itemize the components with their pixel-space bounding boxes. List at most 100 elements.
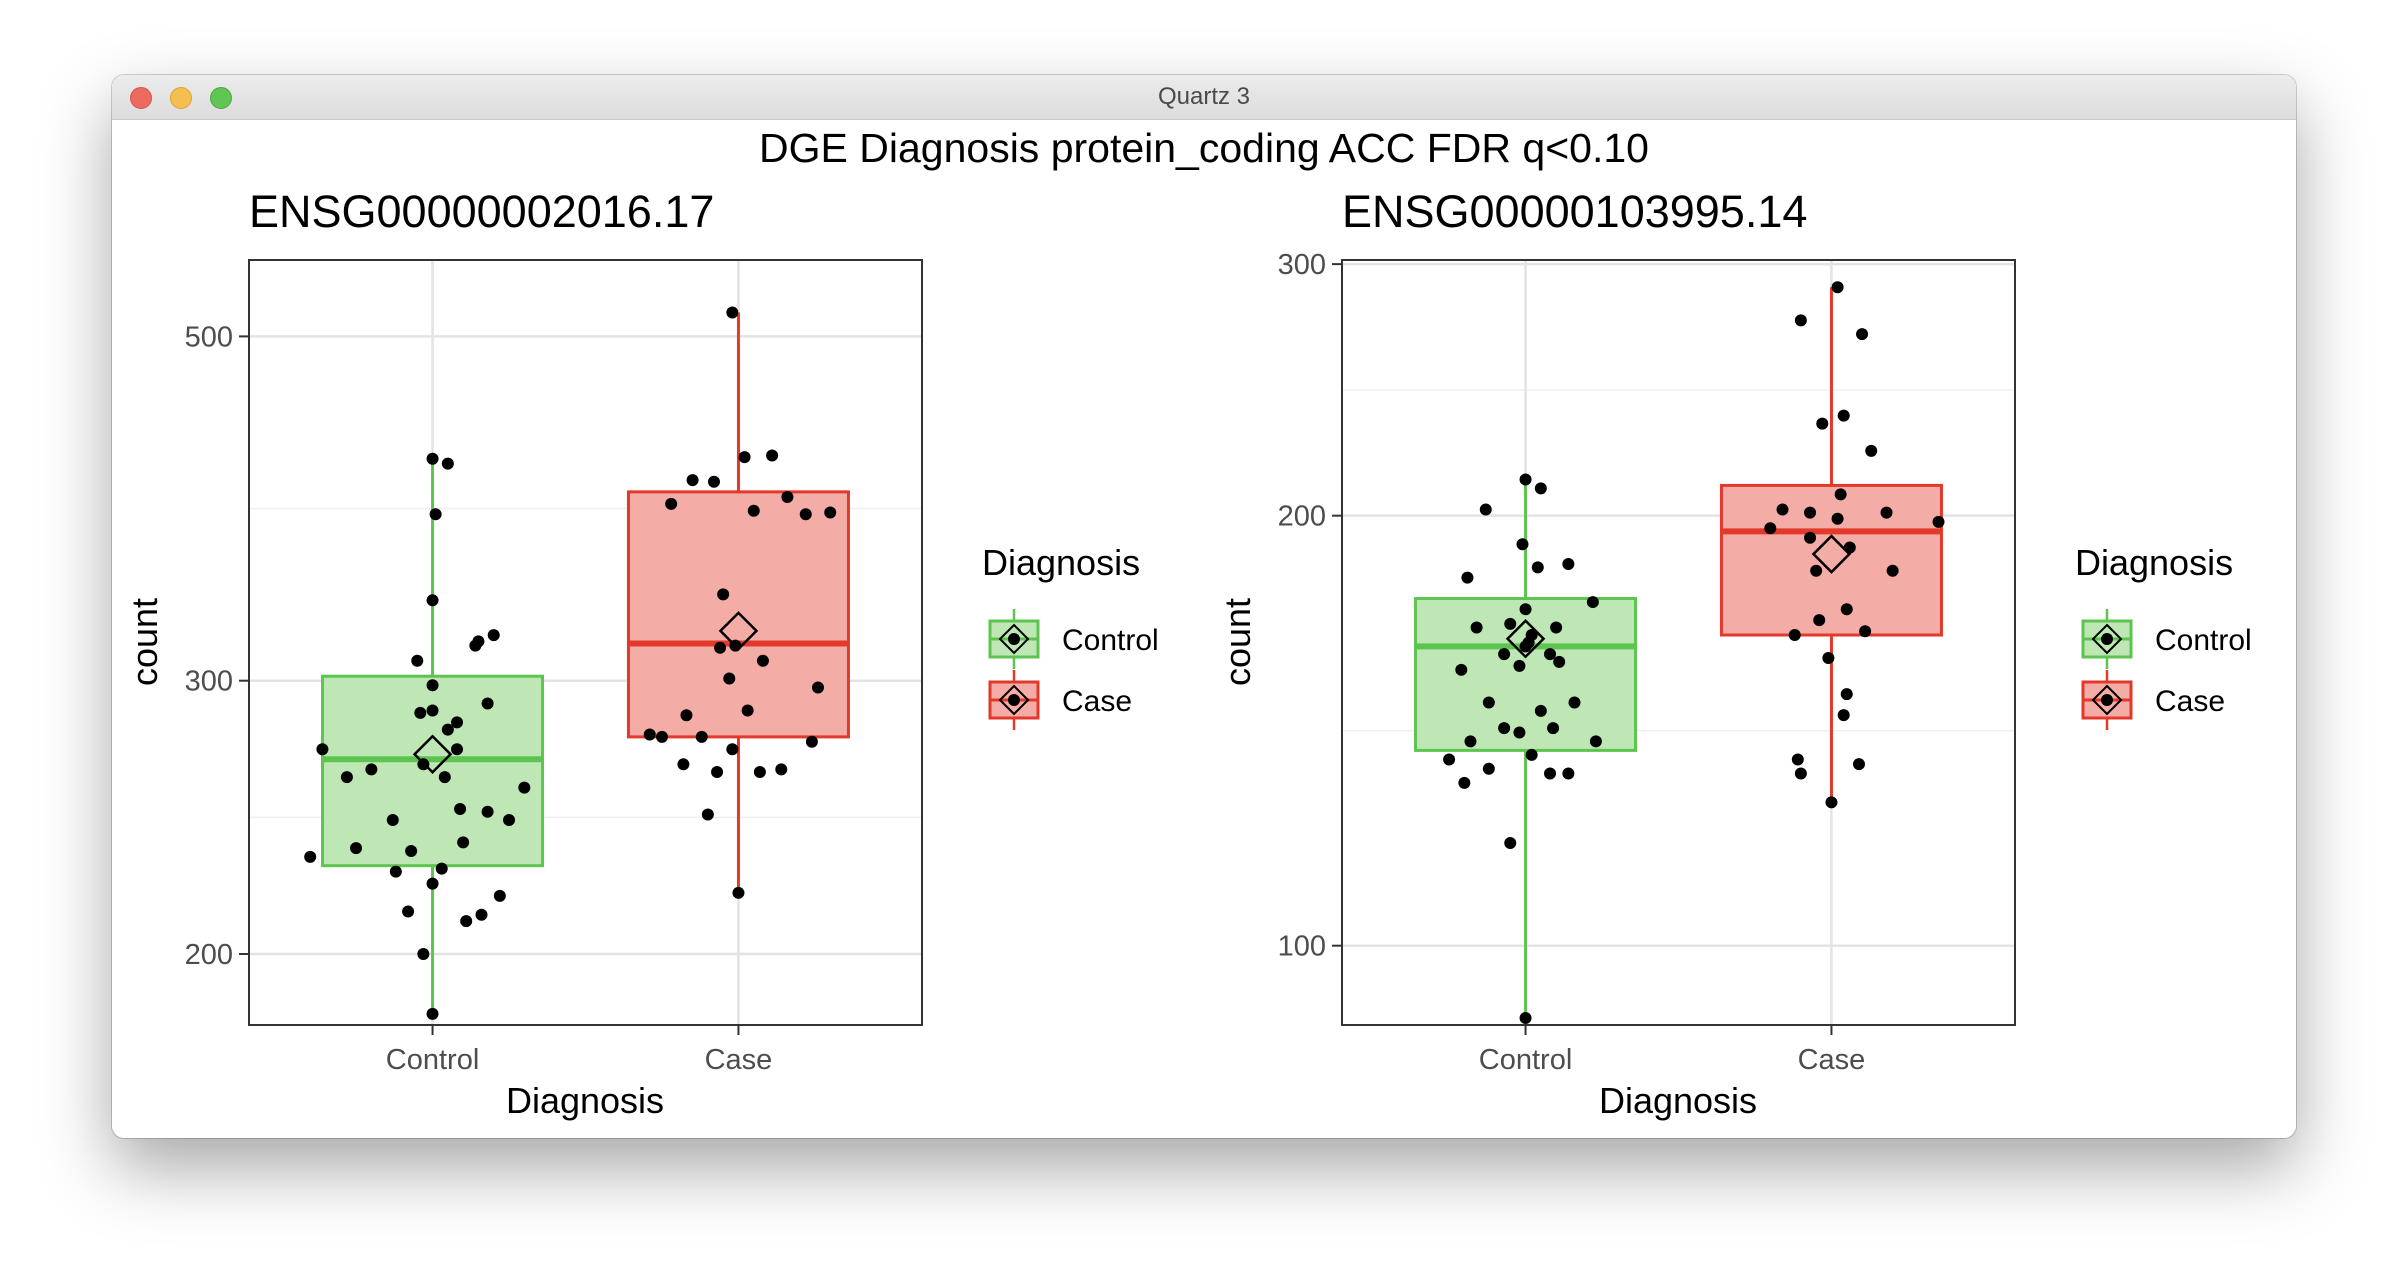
data-point — [1498, 722, 1511, 735]
data-point — [1479, 503, 1492, 516]
data-point — [1531, 561, 1544, 574]
legend: Diagnosis Control Case — [2075, 542, 2252, 730]
chart-panel-1: ENSG00000002016.17 200 300 500 Control Case… — [124, 186, 923, 1121]
legend-key-point — [2101, 633, 2113, 645]
data-point — [1837, 409, 1850, 422]
data-point — [1513, 726, 1526, 739]
data-point — [726, 743, 739, 756]
x-tick-label: Case — [705, 1044, 773, 1076]
data-point — [472, 635, 485, 648]
boxplot-control — [1414, 479, 1638, 1018]
data-point — [1840, 688, 1853, 701]
data-point — [824, 506, 837, 519]
data-point — [1865, 444, 1878, 457]
legend-key-point — [1008, 694, 1020, 706]
legend-label: Case — [2155, 685, 2225, 718]
data-point — [1498, 648, 1511, 661]
data-point — [316, 743, 329, 756]
data-point — [1458, 776, 1471, 789]
data-points — [1443, 281, 1945, 1024]
y-tick-label: 100 — [1278, 931, 1326, 963]
data-point — [426, 594, 439, 607]
data-point — [756, 654, 769, 667]
data-point — [481, 805, 494, 818]
legend-key-point — [1008, 633, 1020, 645]
quartz-window: Quartz 3 DGE Diagnosis protein_coding AC… — [112, 75, 2296, 1138]
legend-label: Case — [1062, 685, 1132, 718]
data-point — [493, 889, 506, 902]
data-point — [365, 763, 378, 776]
minimize-button[interactable] — [170, 87, 192, 109]
data-point — [441, 457, 454, 470]
data-point — [1589, 735, 1602, 748]
data-point — [1791, 753, 1804, 766]
mean-diamond — [718, 611, 759, 651]
data-point — [426, 1007, 439, 1020]
data-point — [402, 905, 415, 918]
data-point — [340, 771, 353, 784]
y-tick-label: 200 — [185, 939, 233, 971]
data-point — [723, 672, 736, 685]
data-point — [411, 654, 424, 667]
data-point — [1544, 767, 1557, 780]
data-point — [738, 451, 751, 464]
data-point — [1461, 571, 1474, 584]
box-iqr — [1414, 597, 1638, 752]
boxplot-control — [321, 458, 545, 1014]
maximize-button[interactable] — [210, 87, 232, 109]
legend-title: Diagnosis — [2075, 542, 2233, 583]
data-point — [695, 730, 708, 743]
data-point — [1544, 648, 1557, 661]
y-tick-label: 500 — [185, 321, 233, 353]
box-iqr — [1719, 483, 1943, 637]
data-point — [1810, 564, 1823, 577]
y-axis-label: count — [1217, 598, 1258, 686]
data-point — [1932, 515, 1945, 528]
window-titlebar[interactable]: Quartz 3 — [112, 75, 2296, 120]
legend-key-case — [988, 670, 1040, 730]
close-button[interactable] — [130, 87, 152, 109]
data-point — [1482, 696, 1495, 709]
data-point — [799, 508, 812, 521]
data-point — [766, 449, 779, 462]
panel-title: ENSG00000002016.17 — [249, 186, 714, 237]
data-point — [518, 781, 531, 794]
mean-diamond — [1505, 619, 1546, 659]
data-point — [1470, 621, 1483, 634]
data-point — [426, 877, 439, 890]
x-tick-label: Control — [386, 1044, 480, 1076]
x-axis-label: Diagnosis — [506, 1080, 664, 1121]
data-point — [1455, 663, 1468, 676]
data-points — [304, 306, 837, 1020]
plot-canvas: DGE Diagnosis protein_coding ACC FDR q<0… — [124, 125, 2252, 1121]
data-point — [441, 723, 454, 736]
legend-key-case — [2081, 670, 2133, 730]
data-point — [1464, 735, 1477, 748]
data-point — [1788, 629, 1801, 642]
figure-title: DGE Diagnosis protein_coding ACC FDR q<0… — [759, 125, 1649, 171]
data-point — [1519, 603, 1532, 616]
data-point — [1516, 538, 1529, 551]
data-point — [481, 697, 494, 710]
data-point — [655, 730, 668, 743]
data-point — [1776, 503, 1789, 516]
data-point — [1534, 704, 1547, 717]
data-point — [711, 765, 724, 778]
data-point — [429, 508, 442, 521]
legend-title: Diagnosis — [982, 542, 1140, 583]
data-point — [1553, 655, 1566, 668]
data-point — [665, 497, 678, 510]
x-axis-ticks: Control Case — [1479, 1025, 1865, 1076]
data-point — [426, 704, 439, 717]
mean-markers — [412, 611, 759, 774]
data-point — [1880, 506, 1893, 519]
data-point — [1525, 748, 1538, 761]
data-point — [1834, 488, 1847, 501]
panel-title: ENSG00000103995.14 — [1342, 186, 1807, 237]
data-point — [386, 813, 399, 826]
data-point — [451, 716, 464, 729]
data-point — [775, 763, 788, 776]
data-point — [1562, 558, 1575, 571]
legend-key-control — [2081, 609, 2133, 669]
data-point — [1859, 625, 1872, 638]
